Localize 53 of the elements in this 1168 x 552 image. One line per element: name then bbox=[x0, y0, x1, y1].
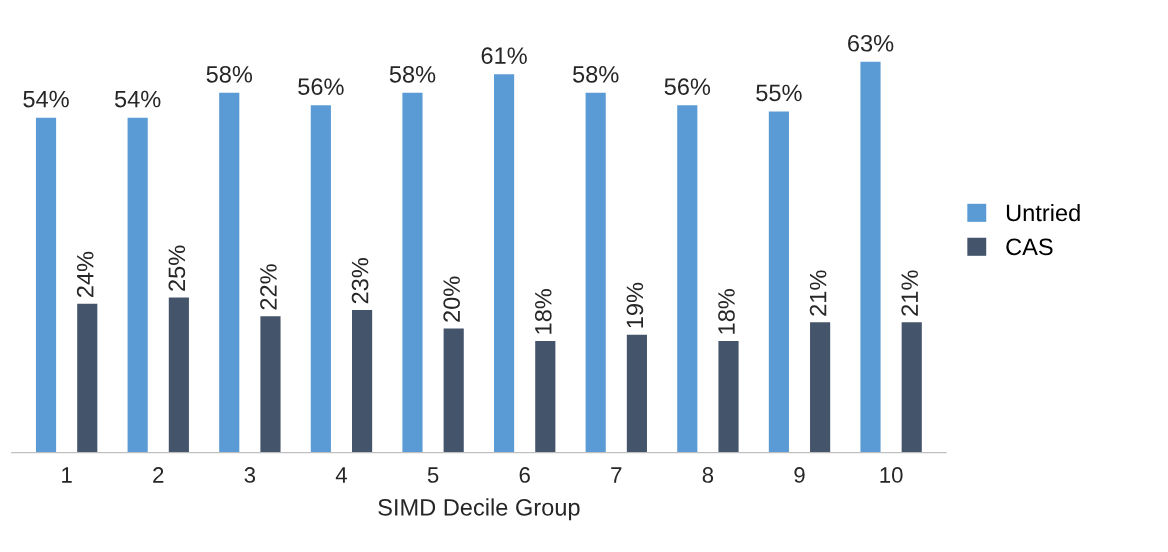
bar bbox=[626, 334, 647, 453]
data-label: 24% bbox=[76, 251, 94, 298]
bar bbox=[352, 309, 373, 453]
bar bbox=[443, 328, 464, 453]
x-tick-label: 9 bbox=[794, 467, 805, 483]
data-label: 56% bbox=[298, 78, 344, 96]
x-tick-label: 4 bbox=[335, 467, 347, 483]
bar bbox=[718, 340, 739, 453]
x-tick-label: 10 bbox=[880, 467, 903, 483]
bar bbox=[127, 117, 148, 453]
data-label: 63% bbox=[848, 34, 894, 52]
data-label: 54% bbox=[114, 90, 161, 108]
bar bbox=[310, 105, 331, 453]
x-tick-label: 2 bbox=[153, 467, 164, 483]
x-tick-label: 7 bbox=[611, 467, 622, 483]
bar bbox=[768, 111, 789, 453]
bar bbox=[77, 303, 98, 453]
legend-label: CAS bbox=[1006, 238, 1053, 256]
data-label: 58% bbox=[389, 65, 436, 83]
legend-label: Untried bbox=[1006, 203, 1080, 222]
bar bbox=[677, 105, 698, 453]
data-label: 55% bbox=[756, 84, 802, 102]
x-tick-label: 1 bbox=[62, 467, 72, 483]
data-label: 58% bbox=[206, 65, 253, 83]
data-label: 58% bbox=[573, 65, 619, 83]
bar bbox=[810, 322, 831, 453]
bar bbox=[219, 92, 240, 453]
bar bbox=[494, 74, 515, 453]
data-label: 18% bbox=[718, 289, 735, 334]
x-axis-title: SIMD Decile Group bbox=[378, 498, 580, 521]
data-label: 18% bbox=[534, 289, 552, 334]
bar bbox=[402, 92, 423, 453]
data-label: 20% bbox=[443, 276, 461, 322]
data-label: 54% bbox=[23, 90, 69, 108]
bar bbox=[260, 316, 281, 453]
data-label: 23% bbox=[351, 258, 369, 304]
bar bbox=[35, 117, 57, 453]
bar bbox=[901, 322, 922, 453]
data-label: 56% bbox=[664, 78, 711, 96]
data-label: 21% bbox=[901, 270, 918, 316]
x-tick-label: 5 bbox=[427, 467, 439, 483]
x-tick-label: 8 bbox=[702, 467, 714, 483]
data-label: 25% bbox=[168, 245, 186, 291]
data-label: 61% bbox=[481, 47, 527, 65]
data-label: 19% bbox=[626, 282, 644, 328]
bar bbox=[168, 297, 189, 453]
data-label: 22% bbox=[260, 264, 277, 310]
bar bbox=[860, 61, 881, 453]
x-tick-label: 6 bbox=[519, 467, 530, 483]
x-tick-label: 3 bbox=[244, 467, 256, 483]
data-label: 21% bbox=[809, 270, 827, 316]
bar bbox=[535, 340, 556, 453]
bar bbox=[585, 92, 606, 453]
